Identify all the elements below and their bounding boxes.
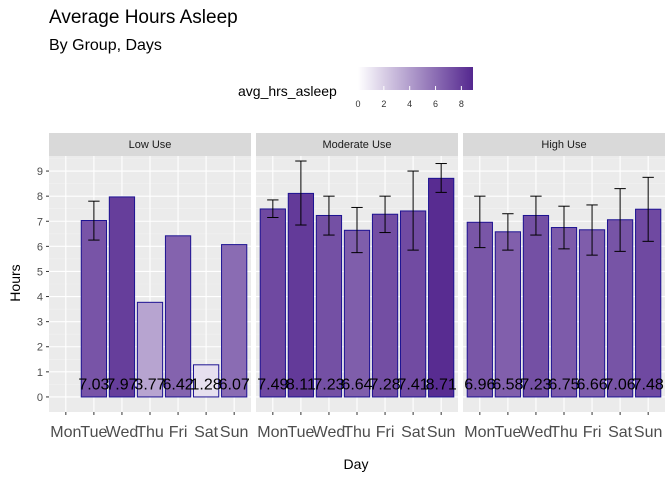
bar [221,244,248,398]
x-tick-label: Mon [257,424,288,441]
facet-panel: Moderate Use 7.498.117.236.647.287.418.71… [256,133,458,441]
bar [192,364,220,398]
x-tick-label: Tue [494,424,521,441]
data-label: 7.06 [605,376,636,393]
facet-strip-label: High Use [541,139,586,151]
y-tick-label: 1 [37,367,43,379]
y-tick-label: 0 [37,392,43,404]
data-label: 6.66 [576,376,607,393]
x-tick-label: Sun [427,424,455,441]
y-axis: 0 1 2 3 4 5 6 7 8 9 [37,166,49,404]
data-label: 6.75 [548,376,579,393]
data-label: 7.48 [633,376,664,393]
legend-colorbar [358,67,473,90]
x-tick-label: Thu [343,424,371,441]
x-tick-label: Tue [287,424,314,441]
x-tick-label: Sun [634,424,662,441]
bar [550,227,578,398]
y-tick-label: 9 [37,166,43,178]
data-label: 6.07 [219,376,250,393]
y-tick-label: 7 [37,216,43,228]
bar [80,220,108,398]
y-tick-label: 6 [37,241,43,253]
bar [466,221,493,398]
facet-strip [256,133,458,156]
data-label: 6.58 [492,376,523,393]
x-tick-label: Fri [169,424,188,441]
legend-tick-label: 4 [407,99,412,109]
facet-panel: Low Use 7.037.973.776.421.286.07 Mon TueWed… [49,133,251,441]
legend-ticks: 0 2 4 6 8 [355,86,464,109]
data-label: 7.97 [106,376,137,393]
bar [428,177,455,398]
data-label: 8.11 [286,376,316,393]
x-tick-label: Sat [194,424,219,441]
x-tick-label: Sun [220,424,248,441]
chart-subtitle: By Group, Days [49,37,162,54]
data-label: 6.42 [162,376,193,393]
y-tick-label: 4 [37,292,43,304]
bar [343,229,371,398]
x-tick-label: Sat [401,424,426,441]
legend-tick-label: 0 [355,99,360,109]
x-tick-label: Thu [136,424,164,441]
x-tick-label: Tue [80,424,107,441]
y-tick-label: 2 [37,342,43,354]
data-label: 8.71 [426,376,457,393]
data-label: 7.23 [313,376,344,393]
bar [371,213,399,398]
facet-strip [49,133,251,156]
legend-tick-label: 8 [459,99,464,109]
bar [136,301,164,398]
bar [287,192,315,398]
x-tick-label: Mon [464,424,495,441]
bar [259,208,286,398]
x-tick-label: Wed [520,424,553,441]
facet-strip-label: Moderate Use [322,139,391,151]
facet-strip-label: Low Use [129,139,172,151]
y-tick-label: 8 [37,191,43,203]
data-label: 3.77 [134,376,165,393]
bar [108,196,136,398]
x-tick-label: Mon [50,424,81,441]
data-label: 7.28 [369,376,400,393]
legend: avg_hrs_asleep 0 2 4 6 8 [238,67,473,109]
legend-title: avg_hrs_asleep [238,83,337,99]
data-label: 7.41 [398,376,429,393]
y-tick-label: 5 [37,266,43,278]
x-tick-label: Fri [583,424,602,441]
data-label: 1.28 [191,376,222,393]
bar [522,214,550,398]
facet-strip [463,133,665,156]
data-label: 6.64 [341,376,372,393]
x-tick-label: Thu [550,424,578,441]
data-label: 7.23 [520,376,551,393]
bar [164,235,192,398]
data-label: 7.49 [257,376,288,393]
legend-tick-label: 6 [433,99,438,109]
x-tick-label: Wed [313,424,346,441]
x-axis-title: Day [344,456,369,472]
bar [494,231,522,398]
y-tick-label: 3 [37,317,43,329]
data-label: 6.96 [464,376,495,393]
x-tick-label: Wed [106,424,139,441]
data-label: 7.03 [78,376,109,393]
bar [315,214,343,398]
x-tick-label: Sat [608,424,633,441]
x-tick-label: Fri [376,424,395,441]
y-axis-title: Hours [7,264,23,301]
legend-tick-label: 2 [381,99,386,109]
chart-title: Average Hours Asleep [49,7,238,28]
